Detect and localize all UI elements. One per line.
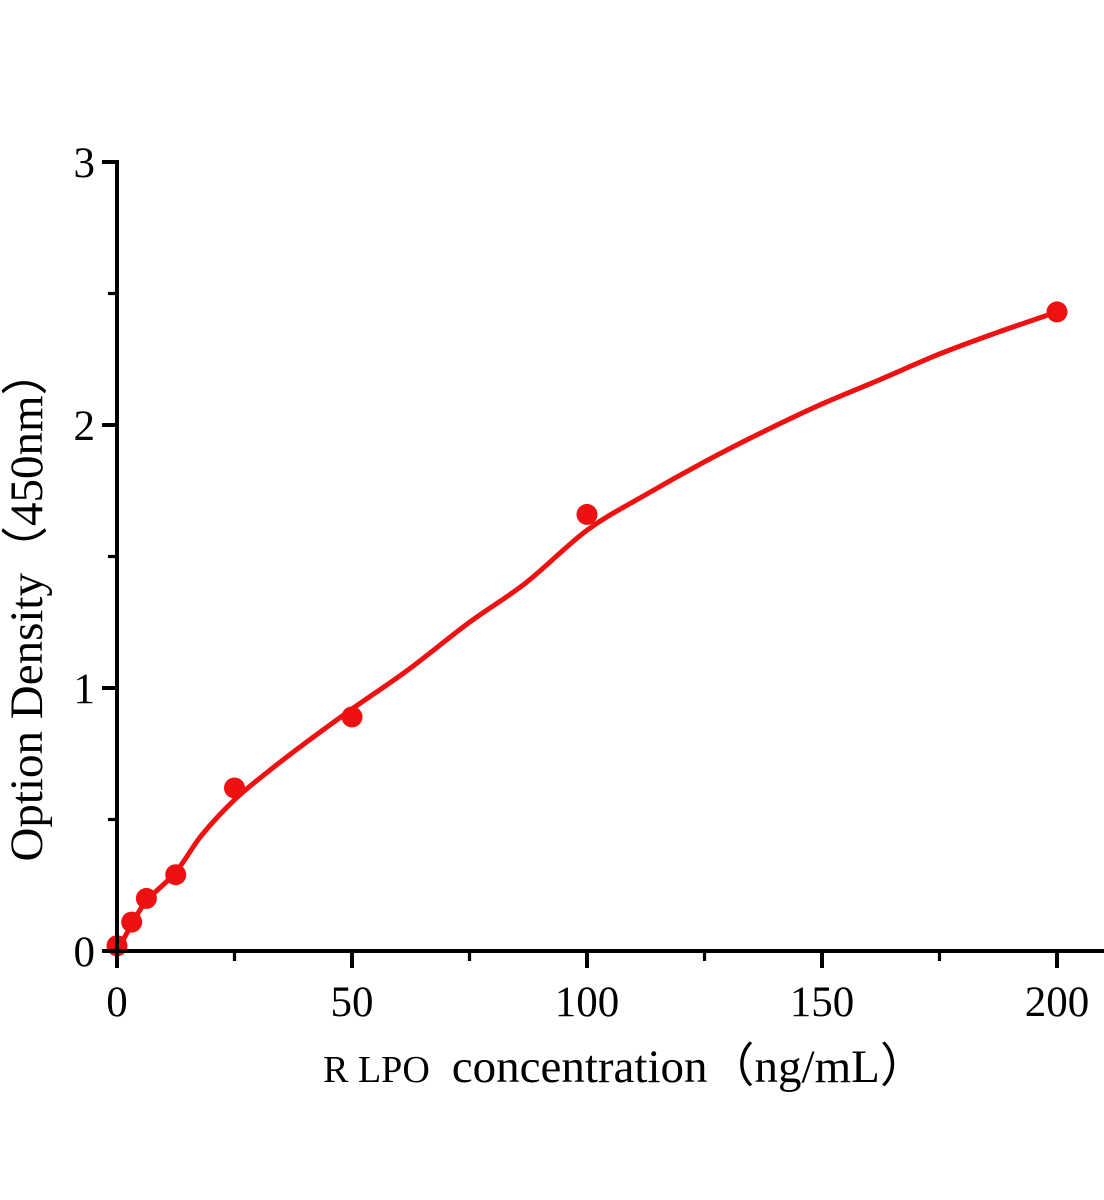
y-tick-label: 0: [74, 929, 96, 976]
x-tick-label: 200: [1025, 979, 1090, 1026]
x-axis-title-main: concentration（ng/mL）: [452, 1041, 927, 1093]
data-point: [1046, 301, 1068, 323]
y-tick-label: 2: [74, 403, 96, 450]
data-layer: [106, 301, 1068, 957]
x-axis-title: R LPO concentration（ng/mL）: [323, 1041, 927, 1093]
y-tick-label: 3: [74, 140, 96, 187]
x-tick-label: 0: [106, 979, 128, 1026]
x-tick-label: 150: [790, 979, 855, 1026]
fit-curve: [114, 309, 1060, 954]
data-point: [576, 503, 598, 525]
x-axis-title-prefix: R LPO: [323, 1049, 430, 1091]
x-tick-label: 50: [331, 979, 374, 1026]
axis-layer: [102, 160, 1104, 968]
data-point: [121, 911, 143, 933]
x-tick-label: 100: [555, 979, 620, 1026]
y-tick-label: 1: [74, 666, 96, 713]
data-point: [341, 706, 363, 728]
y-axis-title: Option Density（450nm）: [1, 348, 53, 861]
data-point: [165, 864, 187, 886]
data-point: [135, 887, 157, 909]
data-point: [224, 777, 245, 799]
tick-label-layer: 0 50 100 150 200 0 1 2 3: [74, 140, 1090, 1026]
